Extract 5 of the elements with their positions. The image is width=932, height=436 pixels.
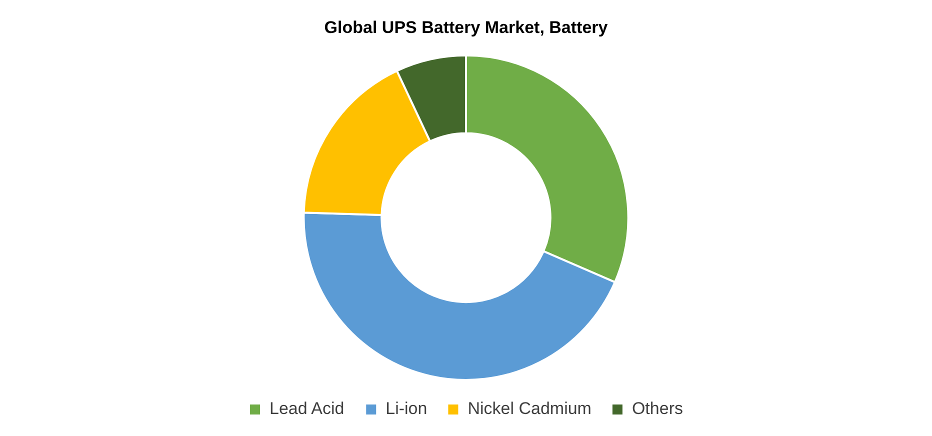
legend-label: Li-ion (386, 399, 428, 418)
legend-label: Nickel Cadmium (468, 399, 592, 418)
legend-label: Others (632, 399, 683, 418)
chart-title: Global UPS Battery Market, Battery (324, 18, 608, 37)
legend-label: Lead Acid (270, 399, 344, 418)
